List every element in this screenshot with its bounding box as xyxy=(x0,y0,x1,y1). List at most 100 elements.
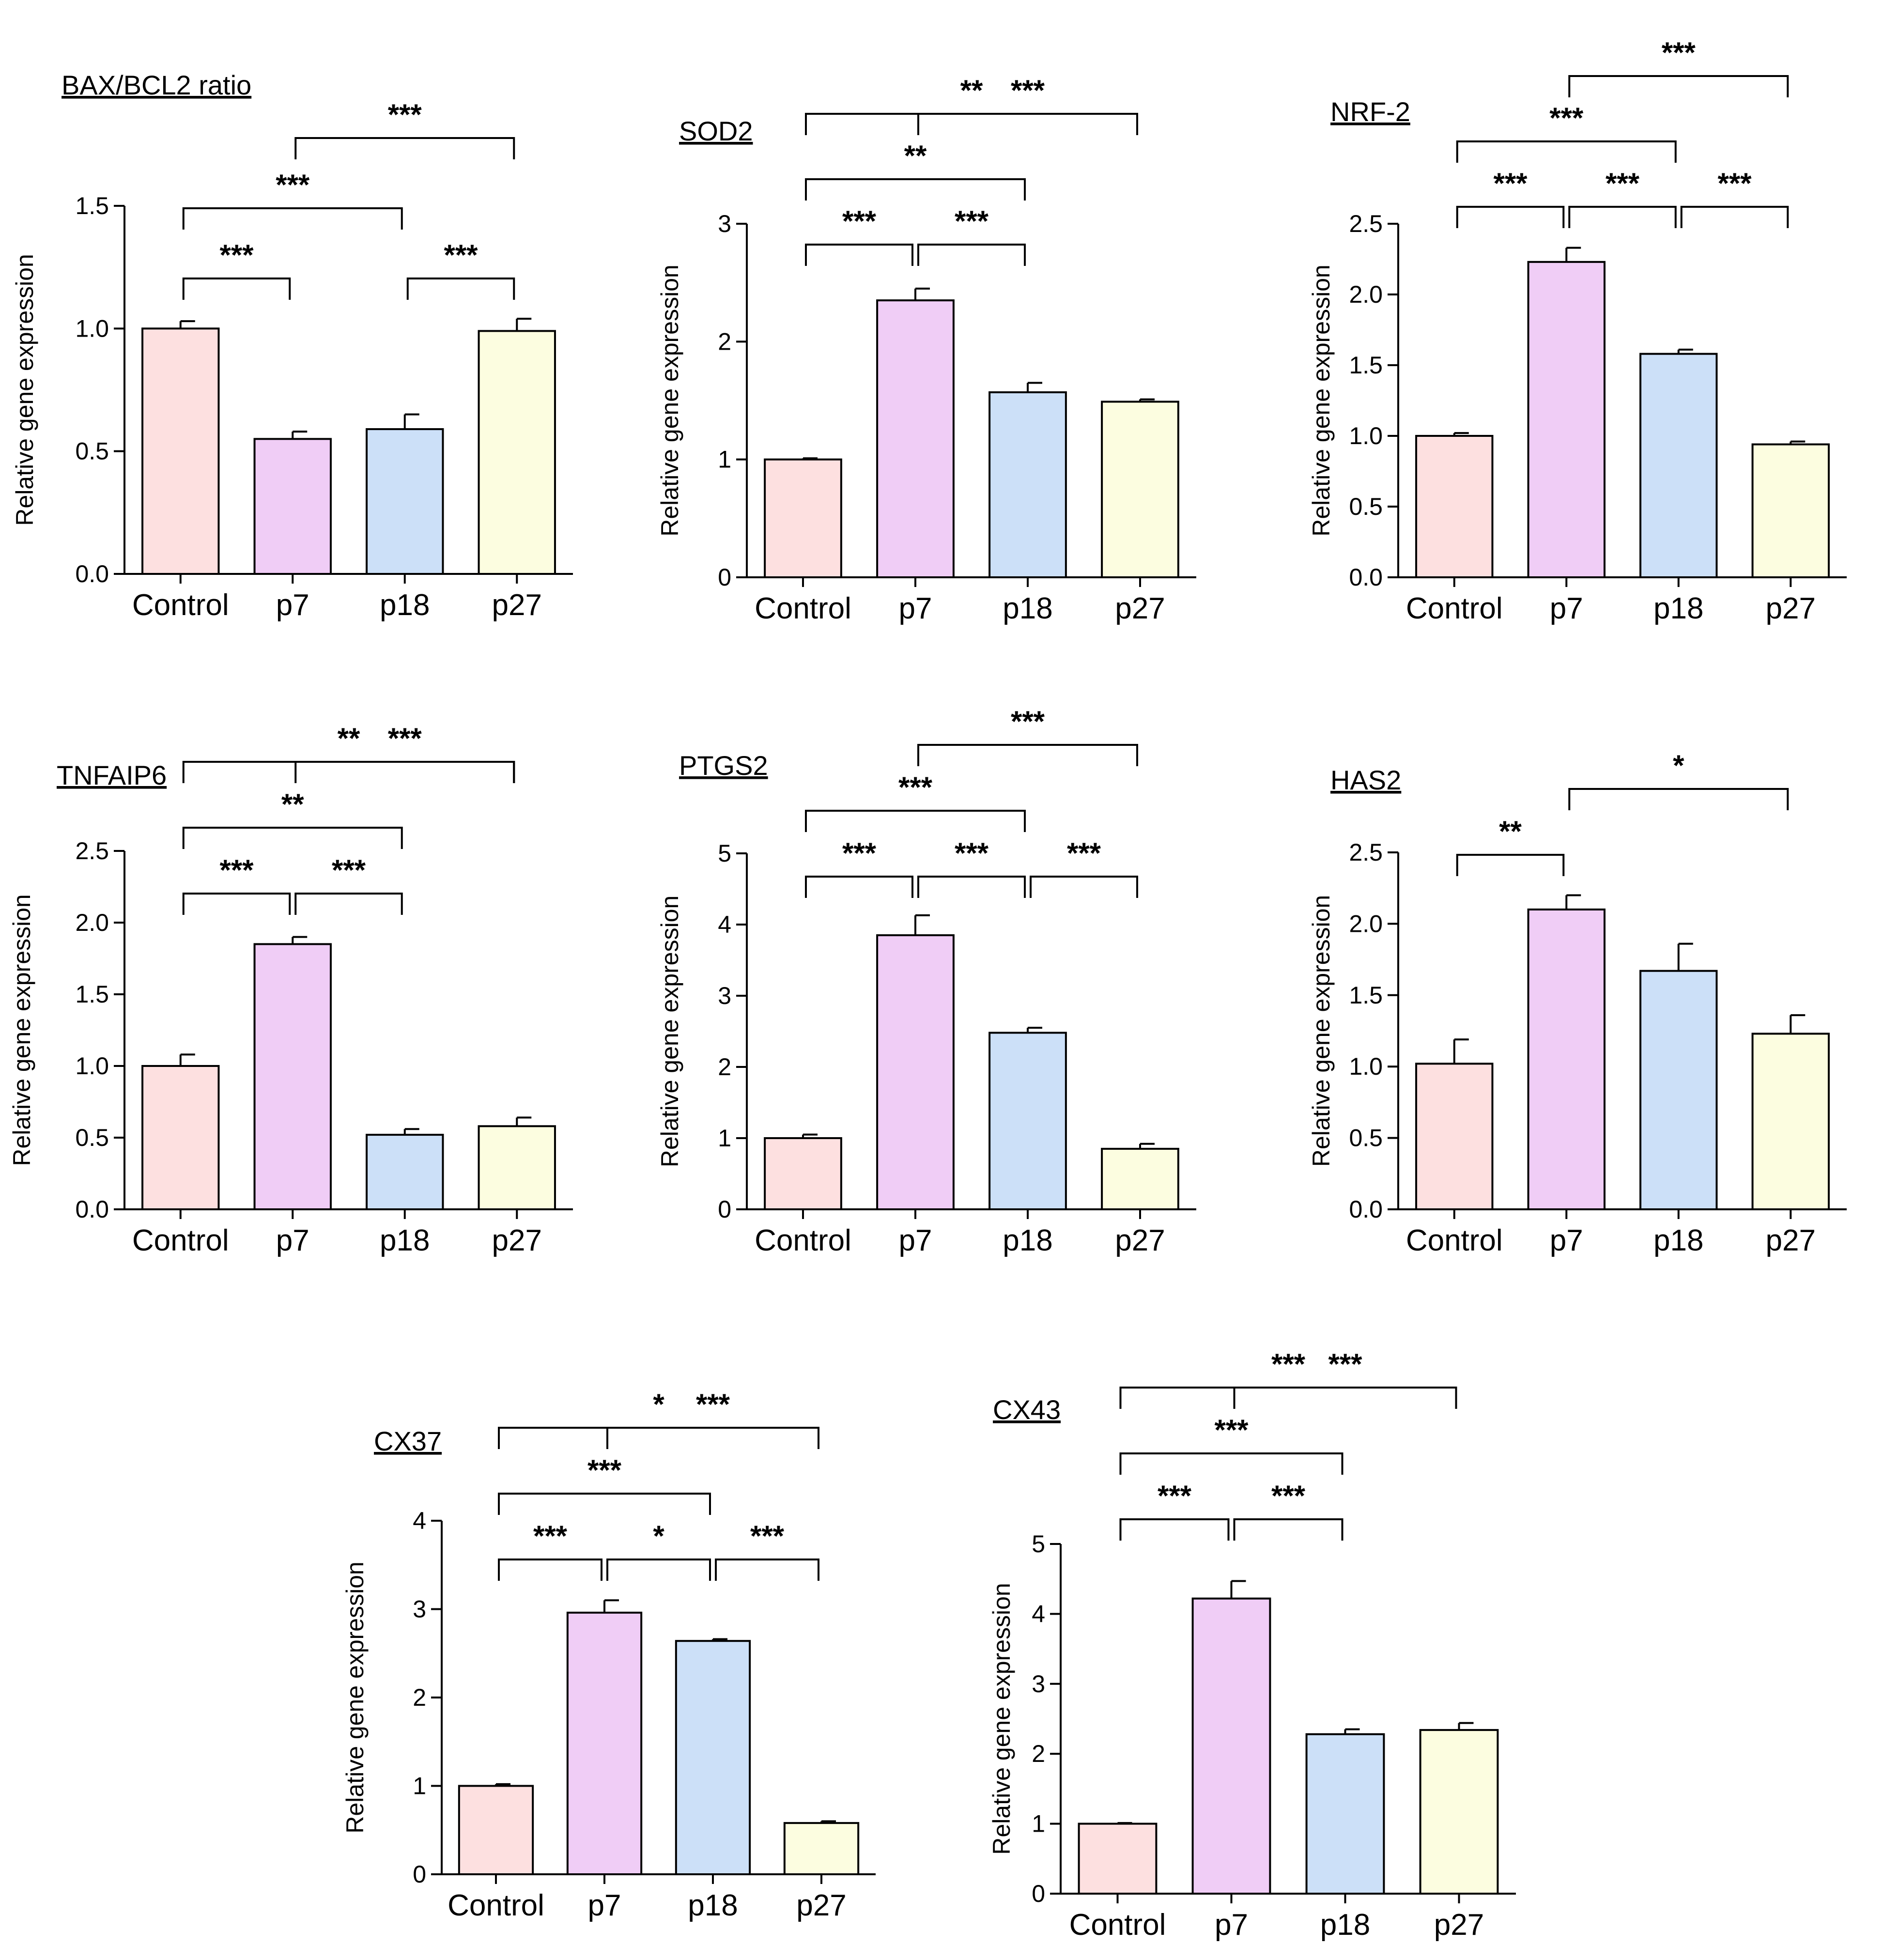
category-label: Control xyxy=(132,588,229,622)
y-tick-label: 2.0 xyxy=(1349,910,1383,937)
significance-label: *** xyxy=(696,1388,730,1420)
bar-control xyxy=(141,1065,220,1210)
significance-bracket xyxy=(917,244,1026,266)
bar-control xyxy=(764,458,842,579)
bar-p18 xyxy=(1639,353,1718,578)
significance-bracket xyxy=(1030,876,1138,898)
y-axis-label: Relative gene expression xyxy=(988,1583,1015,1854)
significance-label: *** xyxy=(1328,1348,1362,1380)
significance-label: *** xyxy=(1606,167,1640,200)
y-tick-label: 0.5 xyxy=(1349,1125,1383,1152)
chart-has2: HAS2 Relative gene expression 0.0 0.5 1.0 1.5… xyxy=(1308,749,1847,1257)
chart-bax-bcl2: BAX/BCL2 ratio Relative gene expression 0.… xyxy=(11,70,573,622)
significance-label: *** xyxy=(750,1520,785,1552)
significance-bracket xyxy=(805,244,913,266)
category-label: Control xyxy=(755,1224,851,1257)
y-tick-label: 4 xyxy=(413,1507,426,1534)
y-tick-label: 1.5 xyxy=(1349,352,1383,379)
significance-bracket xyxy=(182,827,403,849)
category-label: p7 xyxy=(1550,1224,1583,1257)
chart-title: HAS2 xyxy=(1330,765,1401,795)
chart-sod2: SOD2 Relative gene expression 0 1 2 3 Control p… xyxy=(656,74,1196,625)
y-tick-label: 1.0 xyxy=(75,315,109,342)
category-label: p7 xyxy=(899,1224,932,1257)
bar-p7 xyxy=(876,934,955,1211)
y-tick-label: 1.5 xyxy=(75,981,109,1008)
category-label: p18 xyxy=(380,1224,430,1257)
bar-control xyxy=(1415,435,1494,578)
y-tick-label: 2 xyxy=(718,1053,731,1080)
significance-bracket xyxy=(182,278,291,300)
y-tick-label: 1.0 xyxy=(1349,422,1383,449)
significance-label: ** xyxy=(281,788,304,820)
y-tick-label: 0.5 xyxy=(75,1124,109,1151)
y-tick-label: 3 xyxy=(718,210,731,237)
bar-control xyxy=(1415,1063,1494,1210)
y-tick-label: 1 xyxy=(1032,1810,1045,1837)
y-tick-label: 3 xyxy=(413,1596,426,1623)
y-tick-label: 0.0 xyxy=(1349,1196,1383,1223)
bar-control xyxy=(458,1785,534,1875)
chart-title: TNFAIP6 xyxy=(57,760,167,790)
category-label: p18 xyxy=(1003,592,1052,625)
chart-title: BAX/BCL2 ratio xyxy=(62,70,251,100)
y-axis-label: Relative gene expression xyxy=(1308,895,1335,1167)
significance-label: *** xyxy=(1011,705,1045,738)
y-tick-label: 0 xyxy=(413,1861,426,1888)
y-axis-label: Relative gene expression xyxy=(656,264,683,536)
bar-control xyxy=(764,1137,842,1210)
chart-nrf2: NRF-2 Relative gene expression 0.0 0.5 1.0 1.… xyxy=(1308,36,1847,625)
y-tick-label: 2 xyxy=(718,328,731,355)
y-tick-label: 0 xyxy=(1032,1880,1045,1907)
category-label: p18 xyxy=(1653,1224,1703,1257)
chart-tnfaip6: TNFAIP6 Relative gene expression 0.0 0.5 1.0… xyxy=(8,722,573,1257)
bar-p27 xyxy=(1419,1729,1499,1895)
bar-p18 xyxy=(366,1134,444,1211)
significance-bracket xyxy=(294,893,403,915)
y-axis-label: Relative gene expression xyxy=(341,1561,369,1833)
bar-p7 xyxy=(566,1611,643,1876)
bar-p27 xyxy=(1751,1033,1830,1210)
bar-p18 xyxy=(988,1032,1067,1210)
category-label: Control xyxy=(132,1224,229,1257)
significance-bracket xyxy=(498,1493,711,1515)
significance-label: ** xyxy=(1499,815,1522,848)
significance-label: *** xyxy=(444,239,478,271)
significance-bracket xyxy=(498,1427,819,1449)
chart-title: CX43 xyxy=(993,1394,1061,1425)
significance-label: *** xyxy=(1493,167,1528,200)
y-tick-label: 2 xyxy=(413,1684,426,1711)
category-label: Control xyxy=(1406,592,1503,625)
category-label: p27 xyxy=(1766,1224,1816,1257)
significance-bracket xyxy=(917,876,1026,898)
y-tick-label: 5 xyxy=(718,840,731,867)
y-tick-label: 2.0 xyxy=(75,909,109,936)
significance-bracket xyxy=(1456,206,1565,228)
significance-bracket xyxy=(1119,1387,1457,1409)
y-tick-label: 1.0 xyxy=(1349,1053,1383,1080)
y-tick-label: 2.5 xyxy=(1349,839,1383,866)
significance-bracket xyxy=(606,1559,711,1581)
significance-label: *** xyxy=(388,98,422,131)
y-axis-label: Relative gene expression xyxy=(11,254,38,525)
bar-p7 xyxy=(253,943,332,1210)
significance-label: *** xyxy=(388,722,422,755)
bar-p27 xyxy=(478,330,556,575)
significance-bracket xyxy=(1119,1518,1230,1541)
bar-control xyxy=(141,327,220,575)
y-tick-label: 0.0 xyxy=(75,560,109,587)
category-label: p7 xyxy=(899,592,932,625)
significance-bracket xyxy=(1456,854,1565,876)
y-tick-label: 2.0 xyxy=(1349,281,1383,308)
bar-p18 xyxy=(1305,1733,1385,1895)
category-label: p27 xyxy=(796,1889,846,1922)
category-label: p7 xyxy=(588,1889,621,1922)
significance-bracket xyxy=(182,761,515,783)
y-tick-label: 4 xyxy=(1032,1600,1045,1627)
y-tick-label: 2 xyxy=(1032,1740,1045,1767)
y-tick-label: 1 xyxy=(718,446,731,473)
bar-p18 xyxy=(366,428,444,575)
significance-label: * xyxy=(653,1520,664,1552)
category-label: p27 xyxy=(1115,1224,1165,1257)
significance-label: *** xyxy=(587,1454,622,1486)
